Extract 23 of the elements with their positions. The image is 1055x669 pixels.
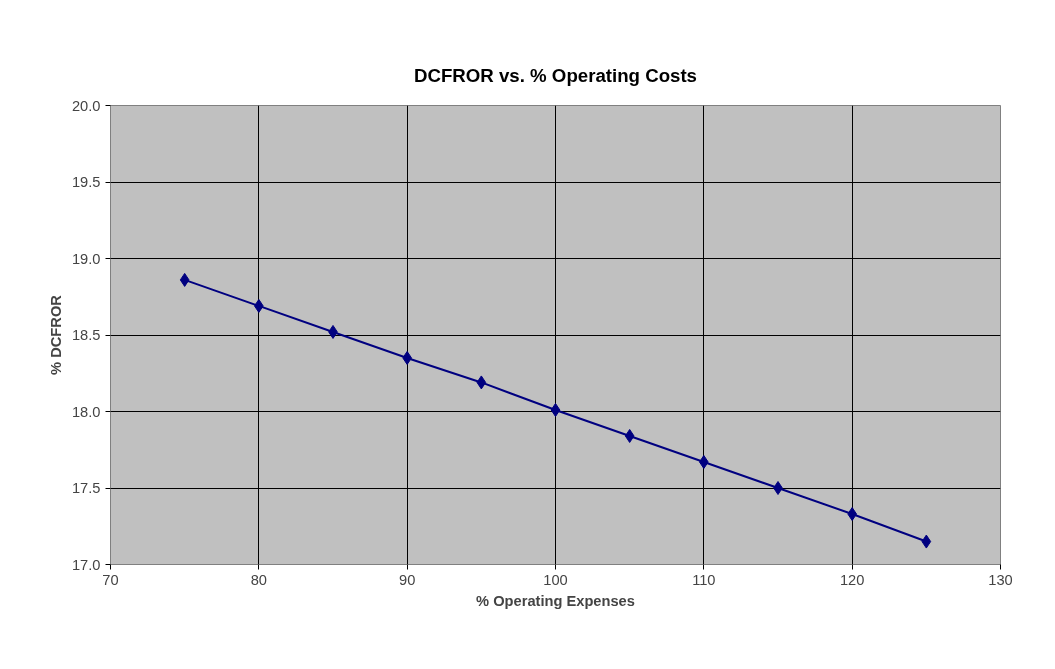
point: [921, 534, 932, 549]
point: [773, 481, 783, 495]
x-tick-label: 100: [543, 571, 568, 588]
chart-title: DCFROR vs. % Operating Costs: [414, 64, 697, 86]
x-tick-label: 70: [102, 571, 119, 588]
x-tick-label: 120: [839, 571, 865, 588]
point: [550, 402, 561, 417]
x-tick-label: 110: [692, 571, 716, 588]
x-tick-label: 90: [399, 571, 416, 588]
point: [179, 272, 190, 287]
x-tick-label: 130: [988, 571, 1013, 588]
y-tick-label: 17.5: [71, 480, 101, 496]
y-tick-label: 18.5: [71, 327, 101, 343]
y-tick-label: 19.0: [71, 250, 101, 267]
y-tick-label: 19.5: [71, 174, 101, 190]
y-axis-title: % DCFROR: [47, 294, 64, 375]
x-tick-label: 80: [250, 571, 267, 588]
y-tick-label: 20.0: [71, 97, 101, 114]
point: [476, 375, 487, 390]
y-tick-label: 18.0: [71, 403, 101, 420]
point: [624, 428, 635, 443]
y-tick-label: 17.0: [71, 556, 101, 573]
x-axis-title: % Operating Expenses: [476, 592, 635, 609]
